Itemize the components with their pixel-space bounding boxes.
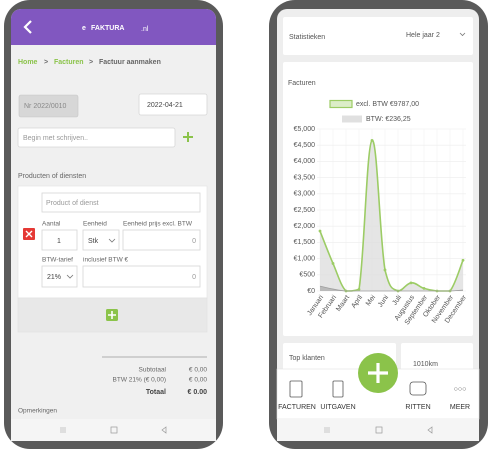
legend-swatch xyxy=(329,99,353,109)
point xyxy=(383,268,387,272)
point xyxy=(422,287,426,290)
more-icon: ○○○ xyxy=(454,386,467,393)
nav-more[interactable]: MEER xyxy=(450,404,470,411)
logo-name: FAKTURA xyxy=(91,25,124,32)
point xyxy=(318,229,322,233)
series-line xyxy=(319,285,464,292)
logo-suffix: .nl xyxy=(141,26,149,33)
remove-icon xyxy=(25,230,33,238)
app-header xyxy=(11,9,216,45)
distance: 1010km xyxy=(413,361,438,368)
products-label: Producten of diensten xyxy=(18,173,86,180)
y-tick-label: €1,000 xyxy=(294,255,316,262)
y-tick-label: €4,500 xyxy=(294,142,316,149)
y-tick-label: €5,000 xyxy=(294,126,316,133)
expenses-icon xyxy=(332,380,344,398)
nav-invoices[interactable]: FACTUREN xyxy=(278,404,316,411)
home-key[interactable] xyxy=(375,426,383,434)
customer-placeholder: Begin met schrijven.. xyxy=(23,135,88,142)
period-select[interactable]: Hele jaar 2 xyxy=(406,32,440,39)
quantity-field[interactable] xyxy=(41,229,78,251)
breadcrumb-invoices[interactable]: Facturen xyxy=(54,59,84,66)
y-tick-label: €4,000 xyxy=(294,158,316,165)
rides-icon xyxy=(409,381,427,396)
product-field[interactable] xyxy=(41,192,201,213)
y-tick-label: €3,500 xyxy=(294,174,316,181)
vat-rate-label: BTW-tarief xyxy=(42,257,73,264)
y-tick-label: €3,000 xyxy=(294,191,316,198)
y-tick-label: €2,500 xyxy=(294,207,316,214)
system-nav xyxy=(277,419,479,441)
legend-label: excl. BTW €9787,00 xyxy=(356,101,419,108)
nav-expenses[interactable]: UITGAVEN xyxy=(320,404,355,411)
product-placeholder: Product of dienst xyxy=(46,200,99,207)
subtotal-value: € 0,00 xyxy=(189,367,207,374)
system-nav xyxy=(11,419,216,441)
invoice-number: Nr 2022/0010 xyxy=(24,103,67,110)
breadcrumb-separator: > xyxy=(89,59,93,66)
total-label: Totaal xyxy=(146,389,166,396)
stats-header-card xyxy=(283,17,473,55)
y-tick-label: €2,000 xyxy=(294,223,316,230)
total-value: € 0.00 xyxy=(188,389,208,396)
chart-title: Facturen xyxy=(288,80,316,87)
point xyxy=(357,287,361,291)
point xyxy=(331,262,335,265)
invoices-icon xyxy=(289,380,303,398)
distance-card xyxy=(401,343,473,373)
unit-value: Stk xyxy=(88,238,99,245)
series-area xyxy=(320,286,463,291)
nav-rides[interactable]: RITTEN xyxy=(405,404,430,411)
series-area xyxy=(320,140,463,291)
back-button[interactable] xyxy=(23,20,32,34)
dropdown-arrow xyxy=(66,274,74,279)
incl-vat-label: inclusief BTW € xyxy=(83,257,129,264)
unit-price-label: Eenheid prijs excl. BTW xyxy=(123,221,193,228)
point xyxy=(409,281,413,285)
y-tick-label: €500 xyxy=(299,272,315,279)
top-customers-title: Top klanten xyxy=(289,355,325,362)
subtotal-label: Subtotaal xyxy=(139,367,167,374)
legend-swatch xyxy=(342,115,362,123)
unit-price-value: 0 xyxy=(192,238,196,245)
vat-rate-value: 21% xyxy=(47,274,61,281)
vat-value: € 0,00 xyxy=(189,377,207,384)
home-key[interactable] xyxy=(110,426,118,434)
logo-mark: e xyxy=(82,25,86,32)
menu-key[interactable] xyxy=(324,427,330,433)
quantity-value: 1 xyxy=(57,238,61,245)
unit-price-field[interactable] xyxy=(122,229,201,251)
breadcrumb-home[interactable]: Home xyxy=(18,59,38,66)
fab-icon xyxy=(368,363,388,383)
breadcrumb-current: Factuur aanmaken xyxy=(99,59,161,66)
back-key[interactable] xyxy=(161,426,167,434)
dropdown-arrow xyxy=(108,238,116,243)
remarks-label: Opmerkingen xyxy=(18,408,57,415)
stats-title: Statistieken xyxy=(289,34,325,41)
unit-field[interactable] xyxy=(82,229,120,251)
back-key[interactable] xyxy=(427,426,433,434)
add-icon xyxy=(108,311,116,319)
incl-vat-field[interactable] xyxy=(82,265,201,288)
menu-key[interactable] xyxy=(60,427,66,433)
dropdown-arrow xyxy=(459,32,466,37)
invoice-number-field xyxy=(18,94,79,118)
point xyxy=(370,138,374,142)
point xyxy=(461,258,465,262)
date-field[interactable] xyxy=(138,93,208,116)
unit-label: Eenheid xyxy=(83,221,107,228)
vat-rate-field[interactable] xyxy=(41,265,78,288)
y-tick-label: €0 xyxy=(307,288,315,295)
incl-vat-value: 0 xyxy=(192,274,196,281)
y-tick-label: €1,500 xyxy=(294,239,316,246)
customer-field[interactable] xyxy=(17,127,176,148)
breadcrumb-separator: > xyxy=(44,59,48,66)
date: 2022-04-21 xyxy=(147,102,183,109)
legend-label: BTW: €236,25 xyxy=(366,116,411,123)
quantity-label: Aantal xyxy=(42,221,61,228)
add-customer[interactable] xyxy=(183,132,193,142)
vat-label: BTW 21% (€ 0,00) xyxy=(113,377,166,384)
